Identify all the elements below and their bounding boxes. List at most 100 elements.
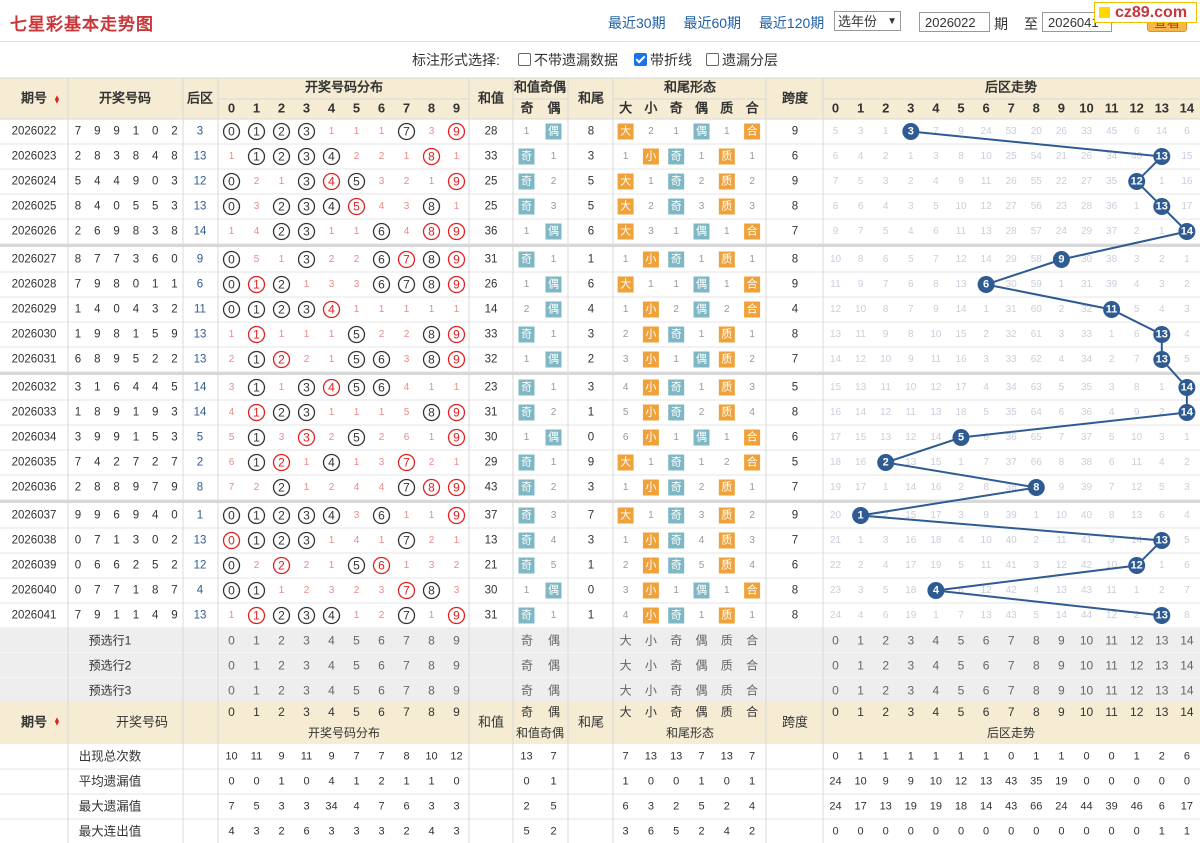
- preselect-digit: 7: [403, 684, 410, 698]
- option-layer[interactable]: 遗漏分层: [706, 50, 778, 70]
- dist-ball-number: 3: [303, 431, 310, 445]
- tf-mark: [718, 148, 735, 165]
- link-recent-30[interactable]: 最近30期: [608, 15, 666, 31]
- preselect-trend-num: 9: [1058, 684, 1065, 698]
- dist-ball-number: 9: [453, 509, 460, 523]
- tf-omission: 1: [724, 432, 730, 443]
- checkbox-checked-icon[interactable]: [634, 53, 647, 66]
- row-back: 14: [194, 407, 207, 419]
- row-draw-digit: 4: [94, 304, 101, 316]
- option-polyline[interactable]: 带折线: [634, 50, 692, 70]
- link-recent-120[interactable]: 最近120期: [758, 15, 825, 31]
- trend-omission: 7: [908, 304, 914, 315]
- tf-mark: [744, 582, 761, 599]
- stats-trend-value: 0: [958, 826, 964, 838]
- dist-omission: 1: [429, 432, 435, 443]
- trend-omission: 13: [830, 329, 842, 340]
- trend-omission: 66: [1031, 457, 1043, 468]
- checkbox-icon[interactable]: [706, 53, 719, 66]
- link-recent-60[interactable]: 最近60期: [683, 15, 742, 31]
- dist-ball: [422, 250, 441, 269]
- dist-omission: 2: [379, 329, 385, 340]
- stats-dist-value: 7: [228, 801, 234, 813]
- row-span: 6: [792, 151, 798, 163]
- row-draw-digit: 3: [133, 254, 139, 266]
- stats-tf-value: 6: [648, 826, 654, 838]
- dist-ball-number: 9: [453, 225, 460, 239]
- row-tail: 6: [588, 226, 594, 238]
- trend-omission: 16: [955, 354, 967, 365]
- option-title: 标注形式选择:: [412, 52, 500, 68]
- trend-omission: 2: [1159, 254, 1165, 265]
- tf-mark: [718, 173, 735, 190]
- dist-omission: 2: [329, 432, 335, 443]
- dist-ball: [247, 506, 266, 525]
- row-tail: 1: [588, 254, 594, 266]
- header-trend-num: 2: [882, 101, 889, 116]
- tf-mark: [668, 479, 685, 496]
- row-draw-digit: 7: [113, 585, 119, 597]
- option-no-omission[interactable]: 不带遗漏数据: [518, 50, 618, 70]
- preselect-label: 预选行1: [89, 634, 132, 648]
- dist-ball: [397, 478, 416, 497]
- row-tail: 3: [588, 382, 594, 394]
- row-draw-digit: 1: [113, 535, 119, 547]
- tf-omission: 1: [673, 354, 679, 365]
- dist-ball: [372, 222, 391, 241]
- trend-omission: 14: [855, 407, 867, 418]
- tf-mark-text: 小: [645, 381, 656, 394]
- row-span: 7: [792, 482, 798, 494]
- trend-omission: 59: [1031, 279, 1043, 290]
- preselect-trend-num: 0: [832, 684, 839, 698]
- checkbox-icon[interactable]: [518, 53, 531, 66]
- stats-trend-value: 0: [1134, 826, 1140, 838]
- stats-trend-value: 1: [1184, 826, 1190, 838]
- trend-omission: 11: [981, 560, 992, 571]
- dist-ball-number: 6: [378, 559, 385, 573]
- trend-omission: 24: [830, 610, 842, 621]
- trend-omission: 24: [981, 126, 993, 137]
- trend-omission: 42: [1006, 585, 1018, 596]
- stats-trend-value: 6: [1159, 801, 1165, 813]
- preselect-trend-num: 2: [882, 634, 889, 648]
- preselect-trend-num: 12: [1130, 659, 1144, 673]
- year-select[interactable]: 选年份 ▼: [834, 11, 901, 31]
- trend-omission: 10: [830, 254, 842, 265]
- from-period-input[interactable]: 2026022: [919, 12, 990, 32]
- stats-header-draw: 开奖号码: [116, 715, 168, 730]
- row-draw-digit: 4: [152, 151, 159, 163]
- tf-omission: 1: [724, 279, 730, 290]
- row-span: 6: [792, 560, 798, 572]
- trend-omission: 1: [1159, 382, 1165, 393]
- row-back: 13: [194, 354, 207, 366]
- row-draw-digit: 0: [113, 304, 119, 316]
- trend-omission: 60: [1031, 304, 1043, 315]
- row-draw-digit: 0: [152, 176, 158, 188]
- oe-mark-text: 奇: [521, 200, 532, 213]
- dist-ball-number: 2: [278, 303, 285, 317]
- dist-ball-number: 1: [253, 278, 260, 292]
- tf-mark-text: 偶: [696, 125, 707, 138]
- row-tail: 5: [588, 176, 594, 188]
- trend-omission: 35: [1081, 382, 1093, 393]
- dist-omission: 2: [229, 354, 235, 365]
- row-draw-digit: 0: [75, 535, 81, 547]
- trend-omission: 5: [1159, 482, 1165, 493]
- trend-omission: 33: [1081, 126, 1093, 137]
- tf-omission: 1: [724, 126, 730, 137]
- header-trend-num: 10: [1079, 101, 1093, 116]
- tf-mark-text: 质: [721, 481, 732, 494]
- trend-omission: 2: [858, 560, 864, 571]
- row-draw-digit: 7: [94, 535, 100, 547]
- trend-omission: 1: [1159, 226, 1165, 237]
- tf-mark-text: 质: [721, 534, 732, 547]
- dist-ball-number: 4: [328, 175, 335, 189]
- option-bar: 标注形式选择: 不带遗漏数据 带折线 遗漏分层: [0, 46, 1200, 72]
- dist-ball: [447, 478, 466, 497]
- tf-omission: 1: [699, 151, 705, 162]
- dist-ball: [247, 300, 266, 319]
- dist-omission: 1: [329, 354, 335, 365]
- trend-omission: 38: [1081, 457, 1093, 468]
- row-draw-digit: 4: [152, 610, 159, 622]
- trend-omission: 26: [1056, 126, 1068, 137]
